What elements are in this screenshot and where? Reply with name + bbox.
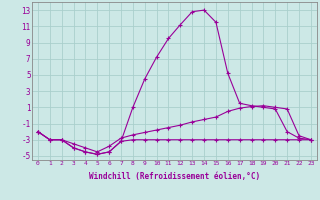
X-axis label: Windchill (Refroidissement éolien,°C): Windchill (Refroidissement éolien,°C): [89, 172, 260, 181]
